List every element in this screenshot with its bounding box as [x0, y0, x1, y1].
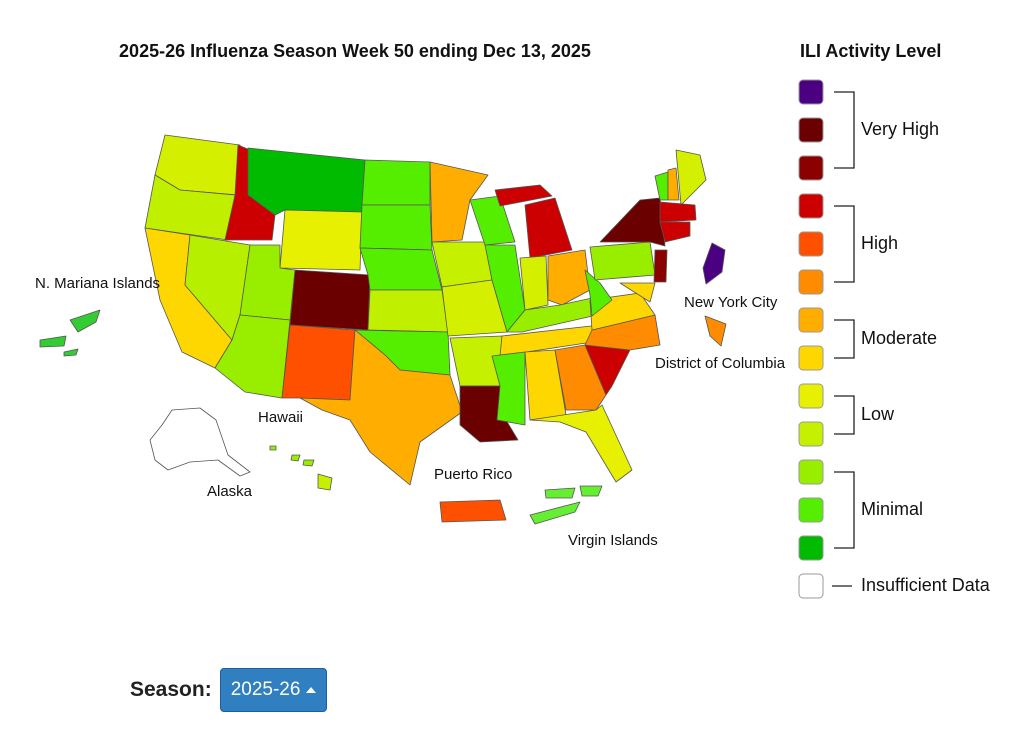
legend-bracket — [834, 91, 855, 169]
region — [299, 329, 463, 486]
region — [584, 269, 613, 317]
caret-icon — [306, 687, 317, 693]
region-label: District of Columbia — [655, 355, 786, 372]
legend-label: Moderate — [861, 328, 937, 348]
region — [63, 348, 79, 357]
legend-swatch — [798, 193, 824, 219]
legend-label: Low — [861, 404, 895, 424]
legend-swatch — [798, 421, 824, 447]
region — [554, 344, 607, 411]
region — [702, 242, 726, 285]
region-label: Alaska — [207, 483, 253, 500]
legend-label: High — [861, 233, 898, 253]
legend-swatch — [798, 155, 824, 181]
region — [302, 459, 315, 467]
map-title: 2025-26 Influenza Season Week 50 ending … — [119, 41, 591, 61]
region — [653, 249, 668, 283]
region — [529, 501, 581, 525]
legend-swatch — [798, 345, 824, 371]
region — [667, 167, 680, 201]
season-label: Season: — [130, 678, 212, 701]
legend-label: Insufficient Data — [861, 575, 991, 595]
region — [524, 197, 573, 259]
region — [359, 204, 433, 251]
legend-swatch — [798, 535, 824, 561]
region — [659, 201, 697, 223]
region — [675, 149, 707, 206]
region — [431, 241, 493, 288]
region — [367, 289, 449, 333]
region — [39, 335, 67, 348]
legend-bracket — [834, 205, 855, 283]
region — [317, 473, 333, 491]
region-label: Hawaii — [258, 409, 303, 426]
legend-bracket — [834, 471, 855, 549]
season-control: Season: 2025-26 — [130, 668, 328, 712]
region-label: Puerto Rico — [434, 466, 512, 483]
region — [547, 249, 591, 306]
legend: ILI Activity Level Very High High Moderate… — [798, 41, 991, 599]
legend-label: Minimal — [861, 499, 923, 519]
map: 2025-26 Influenza Season Week 50 ending … — [35, 41, 786, 549]
legend-swatch — [798, 307, 824, 333]
legend-swatch — [798, 573, 824, 599]
states — [39, 134, 727, 525]
region — [214, 314, 291, 399]
region — [429, 161, 489, 243]
region — [579, 485, 603, 497]
region — [589, 241, 656, 281]
region — [659, 221, 691, 243]
legend-label: Very High — [861, 119, 939, 139]
region — [491, 351, 526, 426]
legend-swatch — [798, 79, 824, 105]
region — [361, 159, 431, 206]
region — [269, 445, 277, 451]
region — [619, 282, 656, 303]
region — [469, 195, 516, 246]
legend-swatch — [798, 269, 824, 295]
region-label: N. Mariana Islands — [35, 275, 160, 292]
legend-title: ILI Activity Level — [800, 41, 941, 61]
region — [599, 197, 666, 247]
region — [359, 247, 443, 291]
region — [654, 171, 669, 201]
region — [544, 487, 576, 499]
legend-swatch — [798, 231, 824, 257]
legend-swatch — [798, 117, 824, 143]
legend-swatch — [798, 459, 824, 485]
region — [529, 404, 633, 483]
legend-swatch — [798, 383, 824, 409]
region — [494, 184, 553, 207]
region — [290, 454, 301, 462]
region — [69, 309, 101, 333]
region-label: New York City — [684, 294, 778, 311]
season-dropdown[interactable]: 2025-26 — [219, 668, 328, 712]
season-value: 2025-26 — [230, 679, 301, 700]
region — [279, 209, 363, 271]
region — [439, 499, 507, 523]
region — [289, 269, 371, 331]
legend-swatch — [798, 497, 824, 523]
region — [149, 407, 251, 477]
region-label: Virgin Islands — [568, 532, 658, 549]
legend-bracket — [834, 395, 855, 435]
region — [519, 255, 549, 311]
region — [281, 324, 356, 401]
region — [704, 315, 727, 347]
region — [247, 147, 366, 216]
legend-bracket — [834, 319, 855, 359]
